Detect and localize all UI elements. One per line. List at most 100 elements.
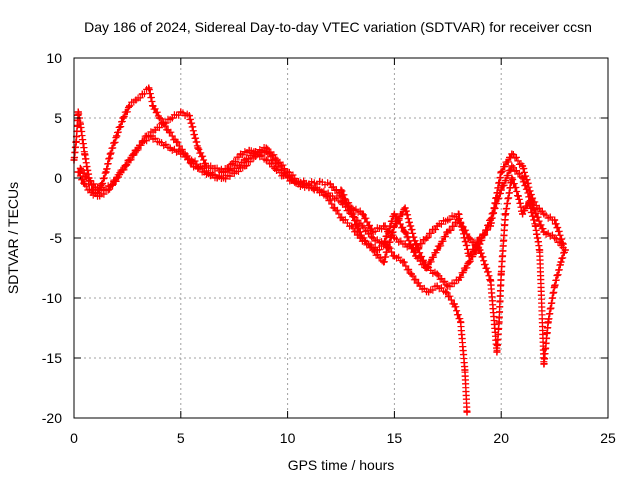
data-point	[551, 282, 559, 290]
data-point	[540, 228, 548, 236]
data-point	[106, 150, 114, 158]
data-point	[241, 156, 249, 164]
data-point	[454, 210, 462, 218]
data-point	[81, 180, 89, 188]
y-tick-label: -20	[42, 410, 62, 426]
data-point	[138, 138, 146, 146]
data-point	[497, 270, 505, 278]
data-point	[113, 132, 121, 140]
data-point	[194, 144, 202, 152]
data-point	[119, 114, 127, 122]
axis-ticks	[73, 57, 609, 419]
y-axis-label: SDTVAR / TECUs	[5, 182, 21, 294]
data-point	[508, 162, 516, 170]
data-point	[147, 132, 155, 140]
data-point	[454, 216, 462, 224]
data-point	[337, 198, 345, 206]
data-point	[145, 84, 153, 92]
data-point	[390, 252, 398, 260]
data-point	[390, 210, 398, 218]
data-point	[262, 148, 270, 156]
y-tick-label: 0	[54, 170, 62, 186]
data-point	[74, 108, 82, 116]
data-points	[70, 84, 569, 416]
x-tick-label: 5	[177, 430, 185, 446]
data-point	[444, 228, 452, 236]
data-point	[380, 222, 388, 230]
data-point	[519, 162, 527, 170]
data-point	[380, 258, 388, 266]
data-point	[87, 188, 95, 196]
data-point	[177, 108, 185, 116]
data-point	[326, 180, 334, 188]
data-point	[160, 120, 168, 128]
data-point	[316, 178, 324, 186]
data-point	[422, 264, 430, 272]
data-point	[155, 114, 163, 122]
data-point	[519, 174, 527, 182]
data-point	[339, 216, 347, 224]
data-point	[461, 366, 469, 374]
data-point	[465, 234, 473, 242]
grid-lines	[74, 58, 608, 418]
x-tick-label: 0	[70, 430, 78, 446]
data-point	[337, 186, 345, 194]
x-axis-label: GPS time / hours	[288, 457, 395, 473]
y-tick-label: -5	[50, 230, 63, 246]
data-point	[76, 120, 84, 128]
data-point	[230, 169, 238, 177]
data-point	[401, 204, 409, 212]
data-point	[164, 126, 172, 134]
data-point	[262, 156, 270, 164]
data-point	[519, 210, 527, 218]
data-point	[220, 174, 228, 182]
data-point	[126, 102, 134, 110]
data-point	[407, 270, 415, 278]
chart-title: Day 186 of 2024, Sidereal Day-to-day VTE…	[84, 19, 592, 35]
data-point	[177, 150, 185, 158]
data-point	[173, 138, 181, 146]
data-point	[358, 210, 366, 218]
data-point	[91, 184, 99, 192]
data-point	[531, 222, 539, 230]
data-point	[113, 174, 121, 182]
data-point	[155, 138, 163, 146]
data-point	[130, 150, 138, 158]
data-point	[369, 228, 377, 236]
data-point	[497, 186, 505, 194]
data-point	[493, 348, 501, 356]
data-point	[331, 204, 339, 212]
data-point	[358, 234, 366, 242]
data-point	[284, 172, 292, 180]
data-point	[348, 222, 356, 230]
data-point	[228, 160, 236, 168]
data-point	[551, 234, 559, 242]
data-point	[245, 146, 253, 154]
data-point	[454, 276, 462, 284]
y-tick-label: -15	[42, 350, 62, 366]
data-point	[433, 222, 441, 230]
data-point	[557, 258, 565, 266]
data-point	[358, 222, 366, 230]
data-point	[433, 270, 441, 278]
data-point	[497, 168, 505, 176]
x-tick-label: 25	[600, 430, 616, 446]
tick-labels: 0 5 10 15 20 25 -20 -15 -10 -5 0 5 10	[42, 50, 616, 446]
data-point	[540, 210, 548, 218]
data-point	[166, 144, 174, 152]
data-point	[433, 246, 441, 254]
data-point	[168, 114, 176, 122]
data-point	[102, 168, 110, 176]
data-point	[149, 102, 157, 110]
data-point	[487, 216, 495, 224]
data-point	[425, 288, 433, 296]
data-point	[326, 192, 334, 200]
data-point	[444, 282, 452, 290]
data-point	[544, 318, 552, 326]
data-point	[138, 90, 146, 98]
data-point	[271, 164, 279, 172]
data-point	[273, 160, 281, 168]
data-point	[401, 228, 409, 236]
